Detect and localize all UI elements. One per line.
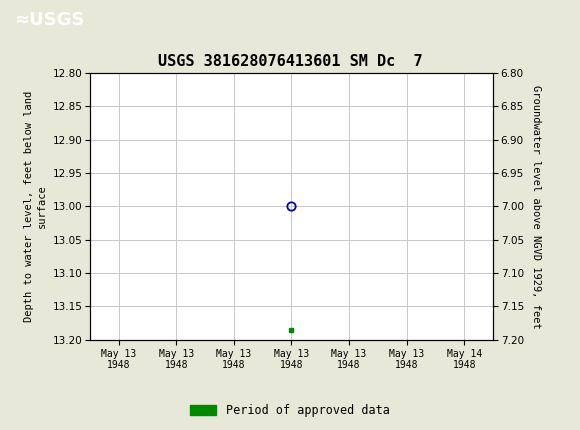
Legend: Period of approved data: Period of approved data [186,399,394,422]
Text: ≈USGS: ≈USGS [14,12,85,29]
Text: USGS 381628076413601 SM Dc  7: USGS 381628076413601 SM Dc 7 [158,54,422,69]
Y-axis label: Depth to water level, feet below land
surface: Depth to water level, feet below land su… [24,91,47,322]
Y-axis label: Groundwater level above NGVD 1929, feet: Groundwater level above NGVD 1929, feet [531,85,541,328]
